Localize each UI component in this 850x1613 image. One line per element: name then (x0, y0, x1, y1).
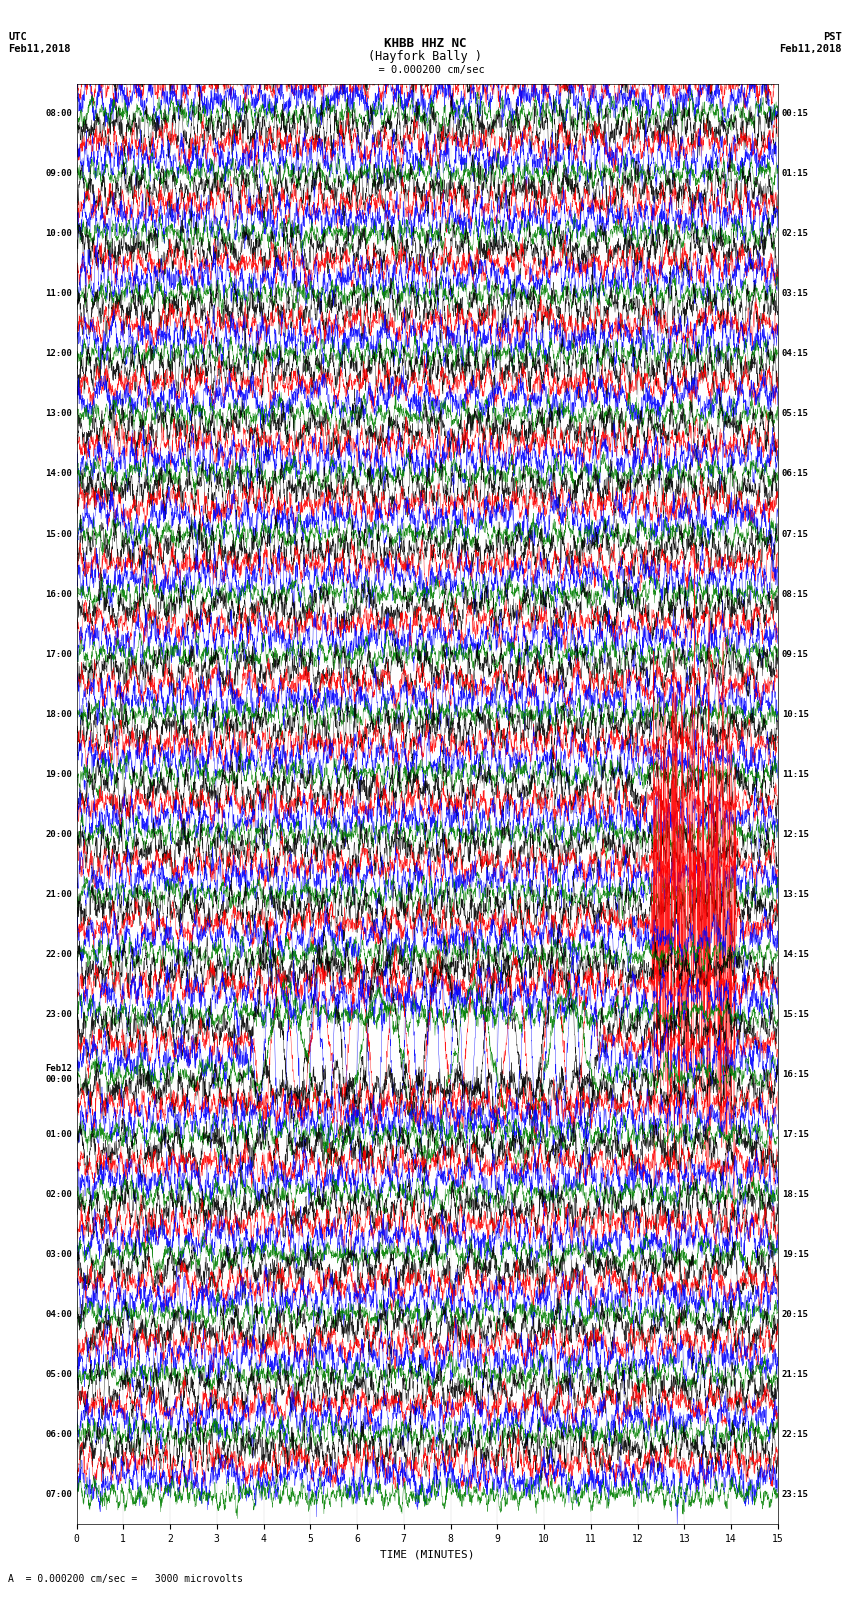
Text: 06:00: 06:00 (45, 1429, 72, 1439)
Text: 11:00: 11:00 (45, 289, 72, 298)
X-axis label: TIME (MINUTES): TIME (MINUTES) (380, 1550, 474, 1560)
Text: 16:15: 16:15 (782, 1069, 809, 1079)
Text: 16:00: 16:00 (45, 589, 72, 598)
Text: 08:15: 08:15 (782, 589, 809, 598)
Text: 08:00: 08:00 (45, 110, 72, 118)
Text: 09:15: 09:15 (782, 650, 809, 658)
Text: 15:15: 15:15 (782, 1010, 809, 1019)
Text: 07:00: 07:00 (45, 1490, 72, 1498)
Text: Feb12
00:00: Feb12 00:00 (45, 1065, 72, 1084)
Text: 23:00: 23:00 (45, 1010, 72, 1019)
Text: 22:00: 22:00 (45, 950, 72, 958)
Text: 18:15: 18:15 (782, 1190, 809, 1198)
Text: PST
Feb11,2018: PST Feb11,2018 (779, 32, 842, 53)
Text: KHBB HHZ NC: KHBB HHZ NC (383, 37, 467, 50)
Text: 14:15: 14:15 (782, 950, 809, 958)
Text: 06:15: 06:15 (782, 469, 809, 479)
Text: 00:15: 00:15 (782, 110, 809, 118)
Text: 21:15: 21:15 (782, 1369, 809, 1379)
Text: 12:15: 12:15 (782, 829, 809, 839)
Text: 02:00: 02:00 (45, 1190, 72, 1198)
Text: 22:15: 22:15 (782, 1429, 809, 1439)
Text: 01:00: 01:00 (45, 1129, 72, 1139)
Text: 17:15: 17:15 (782, 1129, 809, 1139)
Text: 05:15: 05:15 (782, 410, 809, 418)
Text: 19:15: 19:15 (782, 1250, 809, 1258)
Text: 12:00: 12:00 (45, 350, 72, 358)
Text: 21:00: 21:00 (45, 890, 72, 898)
Text: 03:15: 03:15 (782, 289, 809, 298)
Text: 01:15: 01:15 (782, 169, 809, 179)
Text: 09:00: 09:00 (45, 169, 72, 179)
Text: 02:15: 02:15 (782, 229, 809, 239)
Text: 13:00: 13:00 (45, 410, 72, 418)
Text: 04:15: 04:15 (782, 350, 809, 358)
Text: 05:00: 05:00 (45, 1369, 72, 1379)
Text: 04:00: 04:00 (45, 1310, 72, 1319)
Text: 10:00: 10:00 (45, 229, 72, 239)
Text: 13:15: 13:15 (782, 890, 809, 898)
Text: 18:00: 18:00 (45, 710, 72, 718)
Text: 03:00: 03:00 (45, 1250, 72, 1258)
Text: 15:00: 15:00 (45, 529, 72, 539)
Text: (Hayfork Bally ): (Hayfork Bally ) (368, 50, 482, 63)
Text: 10:15: 10:15 (782, 710, 809, 718)
Text: 17:00: 17:00 (45, 650, 72, 658)
Text: UTC
Feb11,2018: UTC Feb11,2018 (8, 32, 71, 53)
Text: A  = 0.000200 cm/sec =   3000 microvolts: A = 0.000200 cm/sec = 3000 microvolts (8, 1574, 243, 1584)
Text: = 0.000200 cm/sec: = 0.000200 cm/sec (366, 65, 484, 74)
Text: 11:15: 11:15 (782, 769, 809, 779)
Text: 14:00: 14:00 (45, 469, 72, 479)
Text: 20:00: 20:00 (45, 829, 72, 839)
Text: 23:15: 23:15 (782, 1490, 809, 1498)
Text: 07:15: 07:15 (782, 529, 809, 539)
Text: 19:00: 19:00 (45, 769, 72, 779)
Text: 20:15: 20:15 (782, 1310, 809, 1319)
